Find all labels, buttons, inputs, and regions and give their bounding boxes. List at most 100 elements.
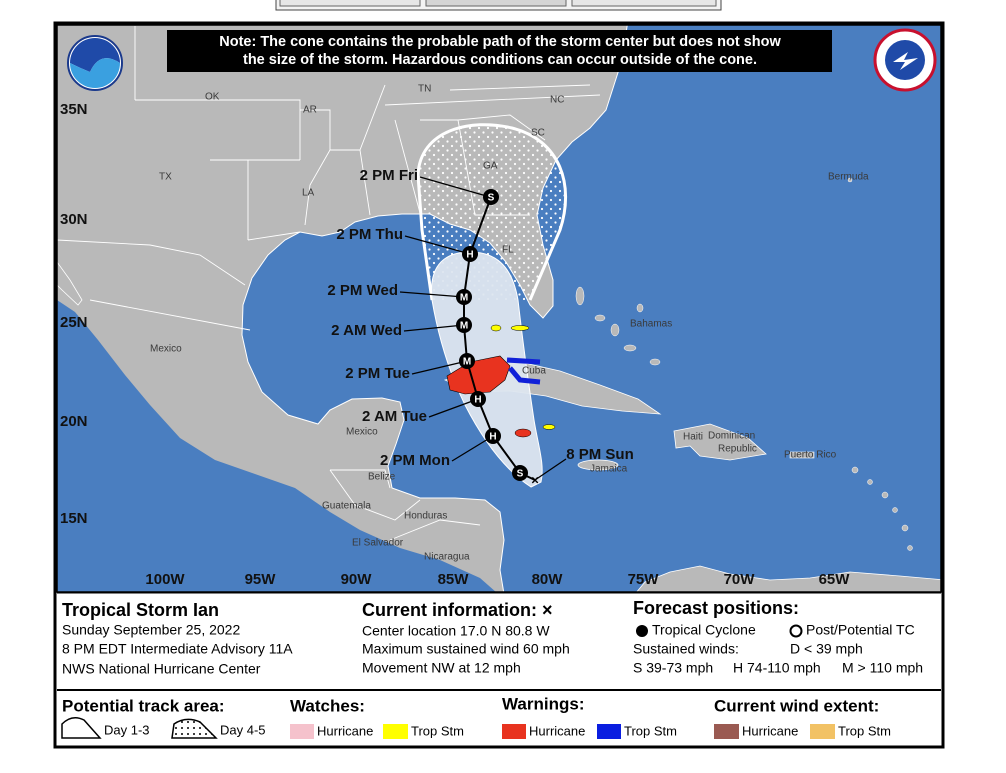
place-label: Cuba (522, 366, 546, 377)
place-label: Mexico (346, 427, 378, 438)
leader-line (404, 235, 471, 255)
antille (851, 466, 859, 474)
forecast-marker (512, 465, 528, 481)
nws-logo (873, 28, 937, 92)
legend-title: Watches: (290, 696, 365, 715)
hurricane-warning (514, 428, 532, 438)
place-label: Guatemala (322, 501, 371, 512)
forecast-label: 2 PM Mon (380, 452, 450, 469)
longitude-label: 70W (724, 571, 756, 588)
antille (892, 507, 898, 513)
note-text: the size of the storm. Hazardous conditi… (243, 52, 757, 68)
forecast-marker (470, 391, 486, 407)
place-label: Bahamas (630, 319, 672, 330)
wind-class: S 39-73 mph (633, 660, 713, 676)
forecast-key: Tropical Cyclone (652, 622, 756, 638)
top-tabs (275, 0, 722, 11)
place-label: OK (205, 92, 220, 103)
forecast-marker (456, 317, 472, 333)
marker-letter: M (460, 293, 468, 304)
place-label: TX (159, 172, 172, 183)
ptc-symbol (789, 624, 803, 638)
leader-line (534, 458, 567, 481)
forecast-label: 2 PM Tue (345, 365, 410, 382)
legend-item: Day 1-3 (104, 722, 150, 737)
place-label: Mexico (150, 344, 182, 355)
longitude-label: 65W (819, 571, 851, 588)
wind-class: H 74-110 mph (733, 660, 821, 676)
forecast-marker (485, 428, 501, 444)
longitude-labels: 100W 95W 90W 85W 80W 75W 70W 65W (145, 571, 850, 588)
legend-item: Day 4-5 (220, 722, 266, 737)
trop-storm-watch (490, 324, 556, 430)
marker-letter: H (474, 395, 481, 406)
place-label: Belize (368, 472, 396, 483)
longitude-label: 80W (532, 571, 564, 588)
forecast-label: 2 PM Fri (360, 167, 418, 184)
place-label: TN (418, 84, 431, 95)
forecast-label: 2 PM Thu (336, 226, 403, 243)
swatch (597, 724, 621, 739)
bahama (575, 286, 585, 306)
trop-storm-warning (506, 357, 541, 385)
noaa-logo (67, 35, 123, 91)
bahama (636, 303, 644, 313)
legend-item: Hurricane (529, 723, 585, 738)
storm-date: Sunday September 25, 2022 (62, 622, 240, 638)
place-label: Bermuda (828, 172, 869, 183)
place-label: Honduras (404, 511, 447, 522)
winds-label: Sustained winds: (633, 641, 739, 657)
bahama (623, 344, 637, 352)
nws-logo (893, 52, 918, 70)
day45-icon (171, 718, 218, 739)
bahama (610, 323, 620, 337)
hurricane-warning (446, 355, 511, 395)
trop-storm-watch (490, 324, 502, 332)
place-label: GA (483, 161, 498, 172)
legend-item: Trop Stm (411, 723, 464, 738)
longitude-label: 75W (628, 571, 660, 588)
swatch (714, 724, 739, 739)
swatch (290, 724, 314, 739)
country-borders (57, 239, 481, 541)
leader-line (419, 176, 491, 198)
leader-line (399, 291, 465, 298)
legend-item: Trop Stm (624, 723, 677, 738)
forecast-key: Post/Potential TC (806, 622, 915, 638)
baja (57, 261, 83, 306)
marker-letter: M (460, 321, 468, 332)
top-tab (279, 0, 421, 7)
puerto-rico (789, 451, 815, 459)
antille (907, 545, 913, 551)
legend-title: Potential track area: (62, 696, 225, 715)
antille (867, 479, 873, 485)
place-label: Haiti (683, 432, 703, 443)
latitude-label: 20N (60, 413, 88, 430)
forecast-markers: S H H M M M H S (456, 189, 528, 481)
longitude-label: 90W (341, 571, 373, 588)
jamaica (577, 459, 619, 471)
place-label: Jamaica (590, 464, 628, 475)
marker-letter: S (488, 193, 495, 204)
note-box (167, 30, 832, 72)
swatch (383, 724, 408, 739)
note-text: Note: The cone contains the probable pat… (219, 34, 781, 50)
forecast-marker (483, 189, 499, 205)
antilles (847, 177, 913, 551)
day13-icon (61, 717, 102, 739)
antille (901, 524, 909, 532)
forecast-label: 8 PM Sun (566, 446, 634, 463)
swatch (502, 724, 526, 739)
place-label: Puerto Rico (784, 450, 837, 461)
forecast-marker (459, 353, 475, 369)
longitude-label: 85W (438, 571, 470, 588)
top-tab (425, 0, 567, 7)
current-title: Current information: × (362, 600, 553, 620)
pacific (57, 300, 496, 592)
leader-lines (399, 176, 567, 481)
trop-storm-watch (510, 325, 530, 331)
top-tab (571, 0, 717, 7)
place-label: AR (303, 105, 317, 116)
place-label: SC (531, 128, 545, 139)
